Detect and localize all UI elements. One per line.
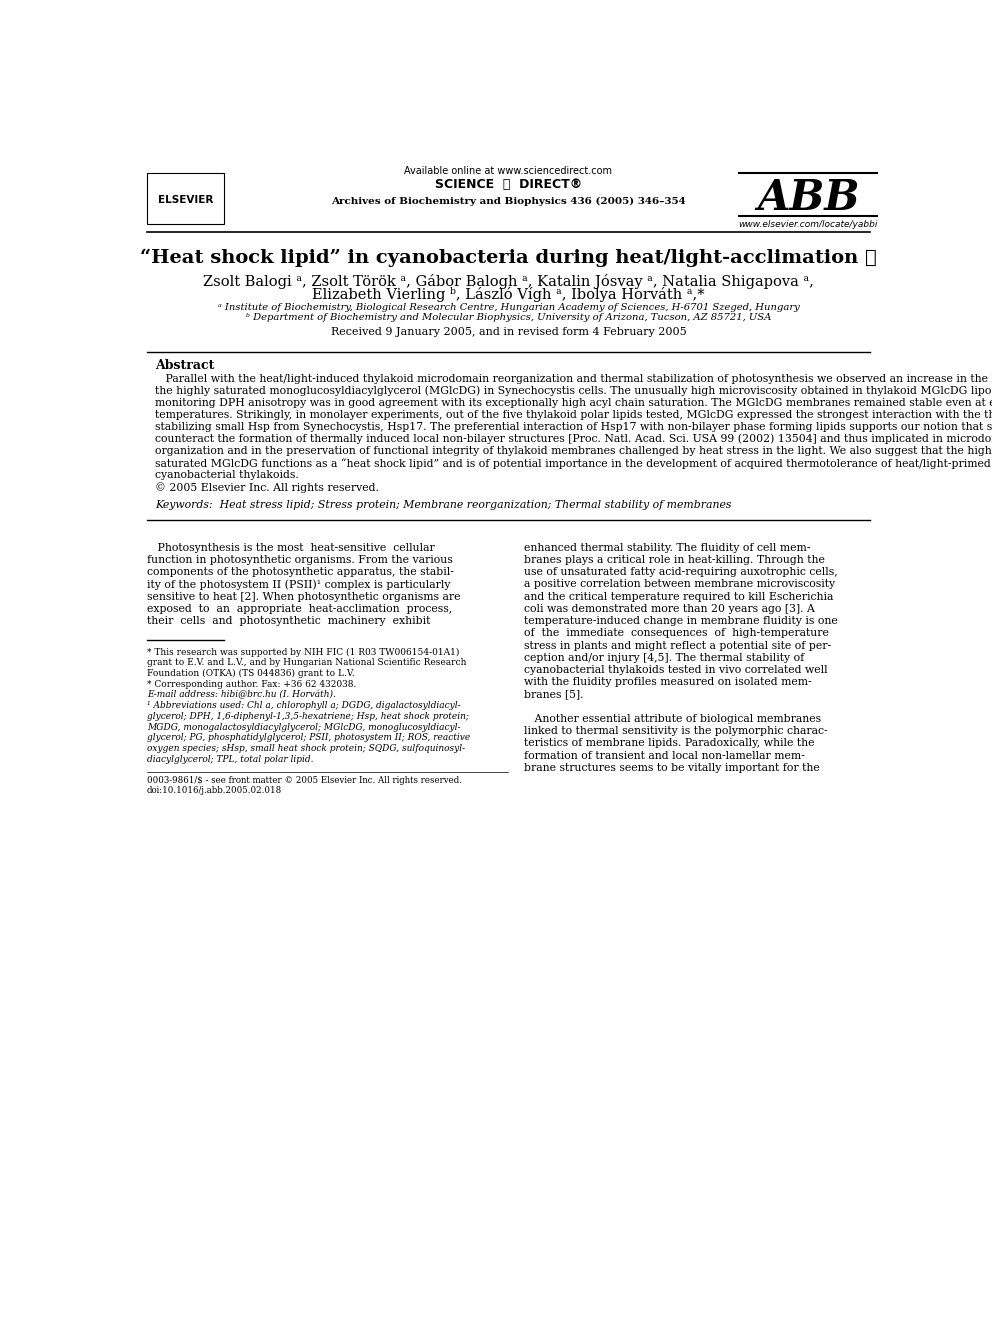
Text: branes plays a critical role in heat-killing. Through the: branes plays a critical role in heat-kil… — [524, 556, 824, 565]
Text: ᵇ Department of Biochemistry and Molecular Biophysics, University of Arizona, Tu: ᵇ Department of Biochemistry and Molecul… — [246, 312, 771, 321]
Text: 0003-9861/$ - see front matter © 2005 Elsevier Inc. All rights reserved.
doi:10.: 0003-9861/$ - see front matter © 2005 El… — [147, 775, 462, 795]
Text: ity of the photosystem II (PSII)¹ complex is particularly: ity of the photosystem II (PSII)¹ comple… — [147, 579, 450, 590]
Text: formation of transient and local non-lamellar mem-: formation of transient and local non-lam… — [524, 750, 805, 761]
Text: Photosynthesis is the most  heat-sensitive  cellular: Photosynthesis is the most heat-sensitiv… — [147, 542, 434, 553]
Text: glycerol; DPH, 1,6-diphenyl-1,3,5-hexatriene; Hsp, heat shock protein;: glycerol; DPH, 1,6-diphenyl-1,3,5-hexatr… — [147, 712, 469, 721]
Text: Archives of Biochemistry and Biophysics 436 (2005) 346–354: Archives of Biochemistry and Biophysics … — [331, 196, 685, 205]
Text: exposed  to  an  appropriate  heat-acclimation  process,: exposed to an appropriate heat-acclimati… — [147, 603, 452, 614]
Text: Foundation (OTKA) (TS 044836) grant to L.V.: Foundation (OTKA) (TS 044836) grant to L… — [147, 669, 355, 679]
Text: Zsolt Balogi ᵃ, Zsolt Török ᵃ, Gábor Balogh ᵃ, Katalin Jósvay ᵃ, Natalia Shigapo: Zsolt Balogi ᵃ, Zsolt Török ᵃ, Gábor Bal… — [203, 274, 813, 288]
Text: the highly saturated monoglucosyldiacylglycerol (MGlcDG) in Synechocystis cells.: the highly saturated monoglucosyldiacylg… — [155, 386, 992, 397]
Text: ¹ Abbreviations used: Chl a, chlorophyll a; DGDG, digalactosyldiacyl-: ¹ Abbreviations used: Chl a, chlorophyll… — [147, 701, 460, 710]
Text: of  the  immediate  consequences  of  high-temperature: of the immediate consequences of high-te… — [524, 628, 828, 639]
Text: Another essential attribute of biological membranes: Another essential attribute of biologica… — [524, 714, 821, 724]
Text: branes [5].: branes [5]. — [524, 689, 583, 700]
Text: SCIENCE  ⓐ  DIRECT®: SCIENCE ⓐ DIRECT® — [434, 179, 582, 191]
Text: monitoring DPH anisotropy was in good agreement with its exceptionally high acyl: monitoring DPH anisotropy was in good ag… — [155, 398, 992, 407]
Text: coli was demonstrated more than 20 years ago [3]. A: coli was demonstrated more than 20 years… — [524, 603, 814, 614]
Text: cyanobacterial thylakoids tested in vivo correlated well: cyanobacterial thylakoids tested in vivo… — [524, 665, 827, 675]
Text: saturated MGlcDG functions as a “heat shock lipid” and is of potential importanc: saturated MGlcDG functions as a “heat sh… — [155, 458, 990, 468]
Text: “Heat shock lipid” in cyanobacteria during heat/light-acclimation ★: “Heat shock lipid” in cyanobacteria duri… — [140, 249, 877, 267]
Text: ABB: ABB — [757, 177, 859, 220]
Text: use of unsaturated fatty acid-requiring auxotrophic cells,: use of unsaturated fatty acid-requiring … — [524, 568, 837, 577]
Text: Received 9 January 2005, and in revised form 4 February 2005: Received 9 January 2005, and in revised … — [330, 327, 686, 337]
Text: their  cells  and  photosynthetic  machinery  exhibit: their cells and photosynthetic machinery… — [147, 617, 431, 626]
Text: www.elsevier.com/locate/yabbi: www.elsevier.com/locate/yabbi — [739, 220, 878, 229]
Text: Parallel with the heat/light-induced thylakoid microdomain reorganization and th: Parallel with the heat/light-induced thy… — [155, 373, 992, 384]
Text: Keywords:  Heat stress lipid; Stress protein; Membrane reorganization; Thermal s: Keywords: Heat stress lipid; Stress prot… — [155, 500, 731, 511]
Text: Abstract: Abstract — [155, 360, 214, 373]
Text: glycerol; PG, phosphatidylglycerol; PSII, photosystem II; ROS, reactive: glycerol; PG, phosphatidylglycerol; PSII… — [147, 733, 470, 742]
Text: oxygen species; sHsp, small heat shock protein; SQDG, sulfoquinosyl-: oxygen species; sHsp, small heat shock p… — [147, 744, 465, 753]
Text: ception and/or injury [4,5]. The thermal stability of: ception and/or injury [4,5]. The thermal… — [524, 652, 805, 663]
Text: E-mail address: hibi@brc.hu (I. Horváth).: E-mail address: hibi@brc.hu (I. Horváth)… — [147, 691, 336, 700]
Text: stress in plants and might reflect a potential site of per-: stress in plants and might reflect a pot… — [524, 640, 831, 651]
Text: brane structures seems to be vitally important for the: brane structures seems to be vitally imp… — [524, 763, 819, 773]
Text: Available online at www.sciencedirect.com: Available online at www.sciencedirect.co… — [405, 165, 612, 176]
Text: Elizabeth Vierling ᵇ, László Vígh ᵃ, Ibolya Horváth ᵃ,*: Elizabeth Vierling ᵇ, László Vígh ᵃ, Ibo… — [312, 287, 704, 302]
Text: * Corresponding author. Fax: +36 62 432038.: * Corresponding author. Fax: +36 62 4320… — [147, 680, 356, 689]
Text: and the critical temperature required to kill Escherichia: and the critical temperature required to… — [524, 591, 833, 602]
Text: cyanobacterial thylakoids.: cyanobacterial thylakoids. — [155, 470, 299, 480]
Text: grant to E.V. and L.V., and by Hungarian National Scientific Research: grant to E.V. and L.V., and by Hungarian… — [147, 659, 466, 667]
Text: a positive correlation between membrane microviscosity: a positive correlation between membrane … — [524, 579, 835, 590]
Text: ᵃ Institute of Biochemistry, Biological Research Centre, Hungarian Academy of Sc: ᵃ Institute of Biochemistry, Biological … — [217, 303, 800, 312]
Text: linked to thermal sensitivity is the polymorphic charac-: linked to thermal sensitivity is the pol… — [524, 726, 827, 736]
Text: counteract the formation of thermally induced local non-bilayer structures [Proc: counteract the formation of thermally in… — [155, 434, 992, 445]
Text: diacylglycerol; TPL, total polar lipid.: diacylglycerol; TPL, total polar lipid. — [147, 754, 313, 763]
Text: enhanced thermal stability. The fluidity of cell mem-: enhanced thermal stability. The fluidity… — [524, 542, 810, 553]
Text: components of the photosynthetic apparatus, the stabil-: components of the photosynthetic apparat… — [147, 568, 454, 577]
Text: teristics of membrane lipids. Paradoxically, while the: teristics of membrane lipids. Paradoxica… — [524, 738, 814, 749]
Text: organization and in the preservation of functional integrity of thylakoid membra: organization and in the preservation of … — [155, 446, 992, 456]
Text: sensitive to heat [2]. When photosynthetic organisms are: sensitive to heat [2]. When photosynthet… — [147, 591, 460, 602]
Text: ELSEVIER: ELSEVIER — [158, 194, 213, 205]
Text: MGDG, monogalactosyldiacylglycerol; MGlcDG, monoglucosyldiacyl-: MGDG, monogalactosyldiacylglycerol; MGlc… — [147, 722, 460, 732]
Text: © 2005 Elsevier Inc. All rights reserved.: © 2005 Elsevier Inc. All rights reserved… — [155, 482, 379, 492]
Text: with the fluidity profiles measured on isolated mem-: with the fluidity profiles measured on i… — [524, 677, 811, 687]
Text: temperature-induced change in membrane fluidity is one: temperature-induced change in membrane f… — [524, 617, 837, 626]
Text: function in photosynthetic organisms. From the various: function in photosynthetic organisms. Fr… — [147, 556, 452, 565]
Text: temperatures. Strikingly, in monolayer experiments, out of the five thylakoid po: temperatures. Strikingly, in monolayer e… — [155, 410, 992, 419]
Text: * This research was supported by NIH FIC (1 R03 TW006154-01A1): * This research was supported by NIH FIC… — [147, 648, 459, 656]
Text: stabilizing small Hsp from Synechocystis, Hsp17. The preferential interaction of: stabilizing small Hsp from Synechocystis… — [155, 422, 992, 431]
